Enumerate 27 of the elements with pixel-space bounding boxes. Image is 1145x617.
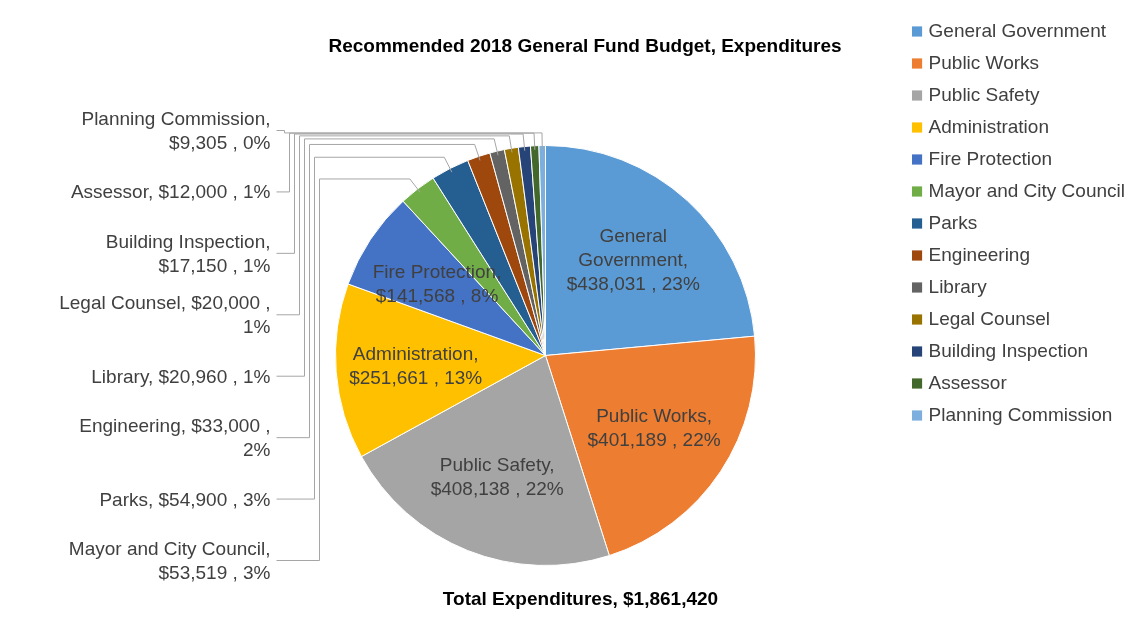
legend-label: Assessor bbox=[928, 372, 1007, 394]
data-label: Administration, $251,661 , 13% bbox=[349, 342, 483, 389]
legend-label: Public Safety bbox=[928, 84, 1040, 106]
legend-label: Parks bbox=[928, 212, 978, 234]
data-label: Engineering, $33,000 , 2% bbox=[79, 415, 271, 461]
data-label: Building Inspection, $17,150 , 1% bbox=[105, 230, 271, 276]
legend-label: Engineering bbox=[928, 244, 1030, 266]
legend-label: Library bbox=[928, 276, 987, 298]
legend-label: Mayor and City Council bbox=[928, 180, 1125, 202]
legend-label: Building Inspection bbox=[928, 340, 1089, 362]
data-label: Public Safety, $408,138 , 22% bbox=[430, 453, 564, 499]
data-label: Parks, $54,900 , 3% bbox=[99, 488, 271, 510]
data-label: Legal Counsel, $20,000 , 1% bbox=[59, 292, 271, 338]
data-label: General Government, $438,031 , 23% bbox=[566, 224, 700, 294]
data-label: Assessor, $12,000 , 1% bbox=[70, 181, 271, 203]
text: Recommended 2018 General Fund Budget, Expenditures bbox=[328, 35, 842, 56]
data-label: Public Works, $401,189 , 22% bbox=[587, 404, 721, 450]
legend-label: Legal Counsel bbox=[928, 308, 1051, 330]
data-label: Mayor and City Council, $53,519 , 3% bbox=[68, 537, 271, 584]
text: Total Expenditures, $1,861,420 bbox=[442, 588, 719, 609]
legend-label: Public Works bbox=[928, 52, 1040, 74]
data-label: Library, $20,960 , 1% bbox=[91, 365, 271, 387]
legend-label: General Government bbox=[928, 20, 1106, 42]
legend-label: Administration bbox=[928, 116, 1049, 138]
legend-label: Fire Protection bbox=[928, 148, 1053, 170]
data-label: Planning Commission, $9,305 , 0% bbox=[81, 107, 271, 154]
legend-label: Planning Commission bbox=[928, 404, 1113, 426]
